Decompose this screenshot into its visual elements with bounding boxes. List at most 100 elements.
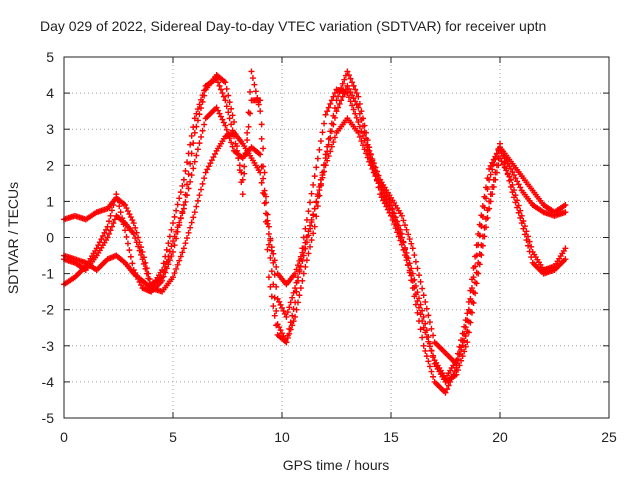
data-point	[170, 248, 176, 255]
data-point	[163, 265, 170, 272]
data-point	[339, 80, 346, 87]
data-point	[191, 129, 198, 136]
data-point	[521, 231, 528, 238]
data-point	[370, 164, 377, 171]
data-point	[193, 110, 200, 117]
x-tick-label: 10	[274, 429, 290, 445]
data-point	[199, 180, 206, 187]
data-point	[190, 214, 197, 221]
data-point	[297, 256, 304, 263]
data-point	[504, 171, 511, 178]
data-point	[388, 202, 394, 209]
data-point	[280, 307, 287, 314]
data-point	[419, 318, 426, 325]
data-point	[430, 373, 437, 380]
data-point	[423, 334, 430, 341]
data-point	[349, 92, 356, 99]
data-point	[331, 134, 338, 141]
data-point	[187, 178, 194, 185]
data-point	[193, 203, 200, 210]
chart-title: Day 029 of 2022, Sidereal Day-to-day VTE…	[40, 18, 546, 34]
data-point	[311, 205, 318, 212]
data-point	[420, 292, 427, 299]
y-tick-label: 1	[46, 193, 54, 209]
data-point	[492, 153, 499, 160]
data-point	[199, 127, 206, 134]
data-point	[159, 266, 166, 273]
data-point	[422, 298, 429, 305]
data-point	[210, 154, 217, 161]
data-point	[129, 260, 136, 267]
data-point	[464, 339, 471, 346]
data-point	[310, 230, 317, 237]
data-point	[392, 225, 399, 232]
data-point	[414, 309, 421, 316]
data-point	[299, 245, 306, 252]
data-point	[117, 209, 124, 216]
data-point	[165, 261, 172, 268]
data-point	[170, 274, 176, 281]
data-point	[472, 290, 479, 297]
data-point	[139, 256, 146, 263]
data-point	[322, 151, 329, 158]
data-point	[222, 122, 229, 129]
data-point	[490, 156, 497, 163]
x-tick-label: 5	[169, 429, 177, 445]
data-point	[345, 85, 352, 92]
data-point	[232, 140, 239, 147]
data-point	[406, 267, 413, 274]
data-point	[258, 121, 265, 128]
data-point	[344, 82, 351, 89]
data-point	[132, 269, 139, 276]
data-point	[378, 183, 385, 190]
data-point	[229, 112, 236, 119]
data-point	[467, 319, 474, 326]
data-point	[428, 368, 435, 375]
data-point	[465, 306, 472, 313]
data-point	[398, 241, 405, 248]
data-point	[261, 169, 268, 176]
data-point	[514, 204, 521, 211]
data-point	[428, 347, 435, 354]
data-point	[184, 181, 191, 188]
data-point	[198, 96, 205, 103]
data-point	[419, 307, 426, 314]
data-point	[345, 94, 352, 101]
x-tick-label: 15	[383, 429, 399, 445]
y-tick-label: 0	[46, 230, 54, 246]
data-point	[419, 285, 426, 292]
data-point	[498, 158, 505, 165]
data-point	[350, 106, 357, 113]
data-point	[372, 171, 379, 178]
data-point	[518, 220, 525, 227]
data-point	[106, 230, 113, 237]
data-point	[213, 104, 220, 111]
data-point	[257, 151, 264, 158]
data-point	[352, 110, 359, 117]
data-point	[398, 212, 405, 219]
data-point	[459, 353, 466, 360]
data-point	[470, 299, 477, 306]
data-point	[238, 169, 245, 176]
data-point	[364, 137, 371, 144]
data-point	[265, 274, 272, 281]
data-point	[110, 202, 117, 209]
data-point	[311, 173, 318, 180]
x-axis-label: GPS time / hours	[283, 457, 390, 473]
data-point	[465, 329, 472, 336]
data-point	[344, 68, 351, 75]
data-point	[177, 253, 184, 260]
data-point	[242, 150, 249, 157]
data-point	[526, 238, 533, 245]
data-point	[145, 275, 152, 282]
data-point	[520, 225, 527, 232]
data-point	[136, 247, 143, 254]
data-point	[377, 191, 384, 198]
data-point	[187, 141, 194, 148]
data-point	[289, 322, 296, 329]
data-point	[430, 332, 437, 339]
data-point	[196, 192, 203, 199]
data-point	[122, 202, 129, 209]
data-point	[257, 108, 264, 115]
data-point	[300, 270, 307, 277]
